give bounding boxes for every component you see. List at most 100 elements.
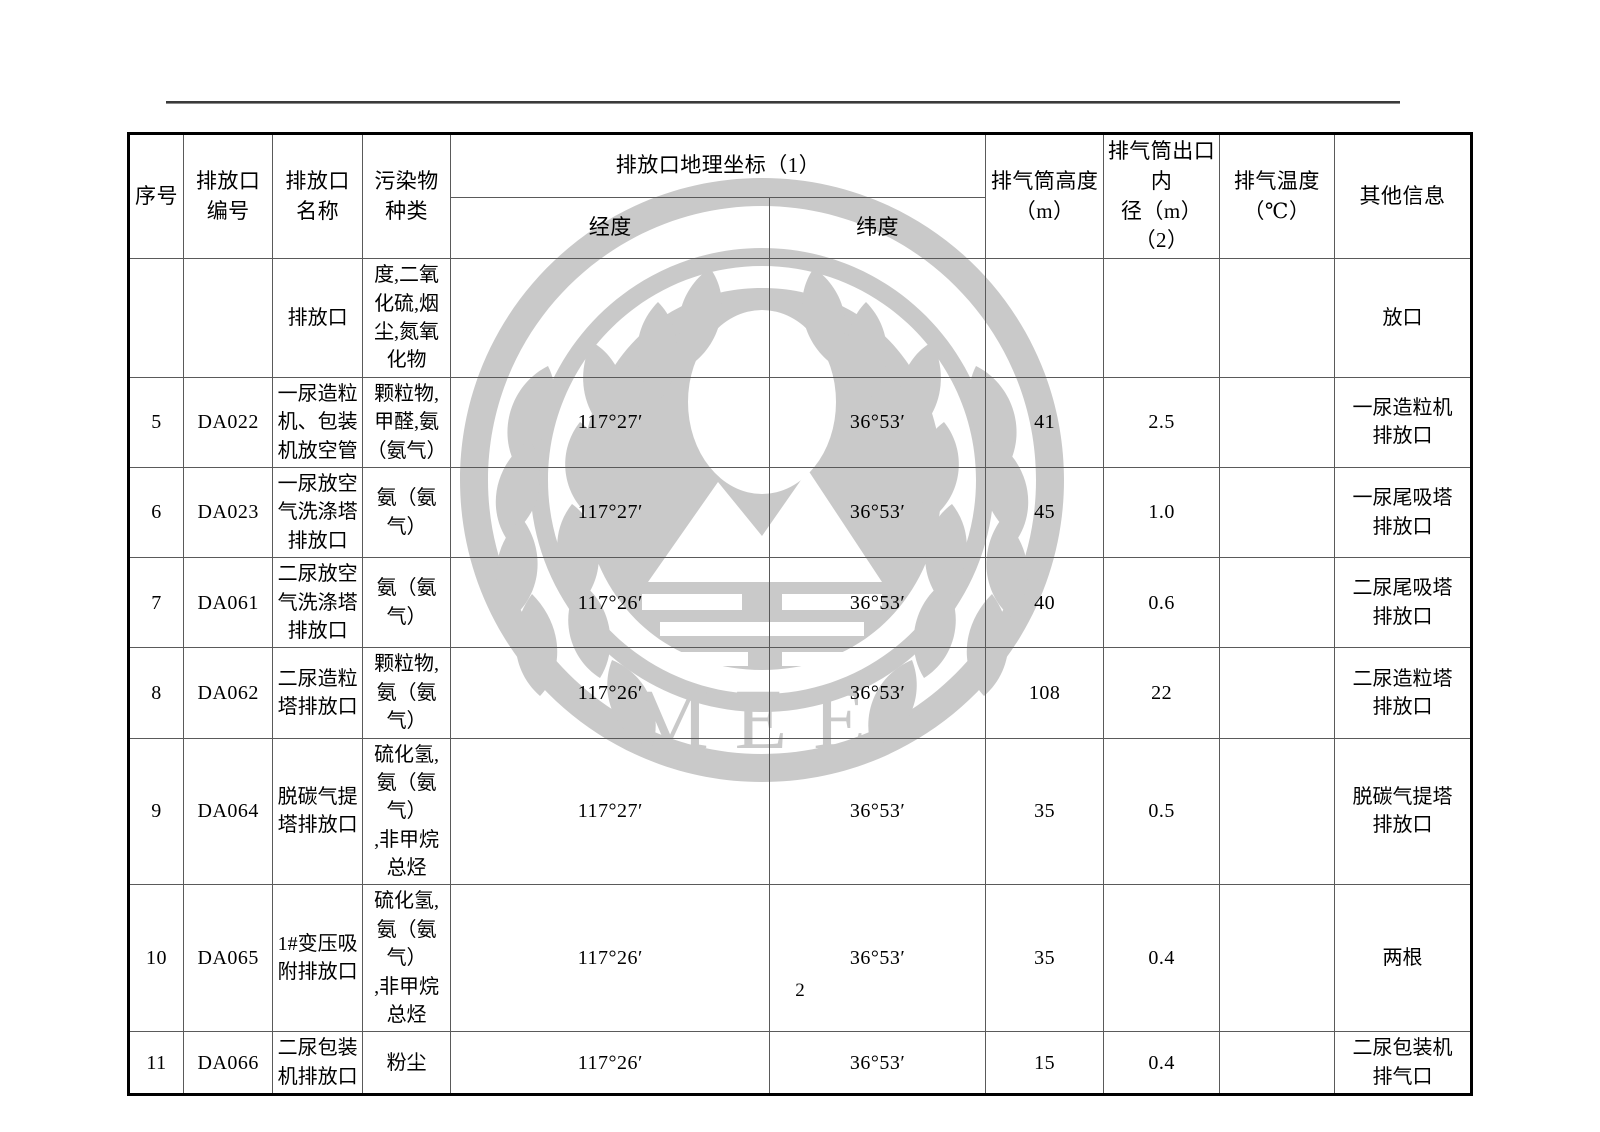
table-row: 8 DA062 二尿造粒 塔排放口 颗粒物, 氨（氨气） 117°26′ 36°… xyxy=(128,647,1472,739)
cell-pollutant-type: 度,二氧 化硫,烟 尘,氮氧 化物 xyxy=(361,258,452,378)
cell-outlet-name: 一尿造粒 机、包装 机放空管 xyxy=(272,376,363,468)
cell-outlet-code: DA064 xyxy=(182,737,274,886)
emission-outlets-table-wrapper: 序号 排放口编号 排放口名称 污染物种类 排放口地理坐标（1） 排气筒高度 （m… xyxy=(127,132,1473,1097)
table-row: 11 DA066 二尿包装 机排放口 粉尘 117°26′ 36°53′ 15 … xyxy=(128,1031,1472,1096)
cell-other-info: 二尿包装机 排气口 xyxy=(1334,1031,1472,1096)
cell-longitude xyxy=(450,258,771,378)
cell-stack-height: 45 xyxy=(984,466,1105,559)
col-header-outlet-code: 排放口编号 xyxy=(182,132,274,260)
cell-latitude: 36°53′ xyxy=(769,1031,986,1096)
cell-seq: 10 xyxy=(128,884,184,1033)
cell-latitude: 36°53′ xyxy=(769,376,986,468)
cell-exhaust-temp xyxy=(1218,647,1336,739)
cell-exhaust-temp xyxy=(1218,1031,1336,1096)
cell-seq xyxy=(128,258,184,378)
cell-outlet-code: DA066 xyxy=(182,1031,274,1096)
table-header-row-1: 序号 排放口编号 排放口名称 污染物种类 排放口地理坐标（1） 排气筒高度 （m… xyxy=(128,132,1472,260)
cell-outlet-code xyxy=(182,258,274,378)
cell-exhaust-temp xyxy=(1218,557,1336,649)
cell-latitude: 36°53′ xyxy=(769,737,986,886)
cell-other-info: 放口 xyxy=(1334,258,1472,378)
cell-longitude: 117°26′ xyxy=(450,647,771,739)
cell-seq: 11 xyxy=(128,1031,184,1096)
col-header-pollutant-type: 污染物种类 xyxy=(361,132,452,260)
cell-latitude: 36°53′ xyxy=(769,647,986,739)
cell-stack-diameter: 22 xyxy=(1103,647,1220,739)
cell-stack-diameter: 2.5 xyxy=(1103,376,1220,468)
cell-seq: 9 xyxy=(128,737,184,886)
cell-longitude: 117°27′ xyxy=(450,466,771,559)
table-row: 7 DA061 二尿放空 气洗涤塔 排放口 氨（氨气） 117°26′ 36°5… xyxy=(128,557,1472,649)
cell-other-info: 脱碳气提塔 排放口 xyxy=(1334,737,1472,886)
cell-outlet-code: DA062 xyxy=(182,647,274,739)
cell-stack-diameter: 1.0 xyxy=(1103,466,1220,559)
cell-outlet-code: DA065 xyxy=(182,884,274,1033)
col-header-seq: 序号 xyxy=(128,132,184,260)
cell-outlet-name: 排放口 xyxy=(272,258,363,378)
cell-seq: 5 xyxy=(128,376,184,468)
cell-stack-diameter xyxy=(1103,258,1220,378)
emission-outlets-table: 序号 排放口编号 排放口名称 污染物种类 排放口地理坐标（1） 排气筒高度 （m… xyxy=(127,132,1473,1097)
cell-stack-height: 108 xyxy=(984,647,1105,739)
cell-seq: 7 xyxy=(128,557,184,649)
col-header-latitude: 纬度 xyxy=(769,196,986,260)
cell-outlet-name: 脱碳气提 塔排放口 xyxy=(272,737,363,886)
cell-other-info: 二尿造粒塔 排放口 xyxy=(1334,647,1472,739)
cell-stack-height xyxy=(984,258,1105,378)
col-header-coordinates-group: 排放口地理坐标（1） xyxy=(450,133,986,198)
cell-seq: 8 xyxy=(128,647,184,739)
cell-outlet-code: DA022 xyxy=(182,376,274,468)
col-header-exhaust-temp: 排气温度（℃） xyxy=(1218,132,1336,260)
cell-pollutant-type: 硫化氢, 氨（氨气） ,非甲烷 总烃 xyxy=(361,884,452,1033)
cell-stack-height: 35 xyxy=(984,737,1105,886)
cell-latitude: 36°53′ xyxy=(769,466,986,559)
table-row: 10 DA065 1#变压吸 附排放口 硫化氢, 氨（氨气） ,非甲烷 总烃 1… xyxy=(128,884,1472,1033)
col-header-longitude: 经度 xyxy=(450,196,771,260)
cell-stack-height: 40 xyxy=(984,557,1105,649)
cell-stack-diameter: 0.4 xyxy=(1103,884,1220,1033)
cell-outlet-name: 一尿放空 气洗涤塔 排放口 xyxy=(272,466,363,559)
cell-stack-diameter: 0.4 xyxy=(1103,1031,1220,1096)
header-rule xyxy=(166,101,1400,104)
cell-pollutant-type: 颗粒物, 甲醛,氨 （氨气） xyxy=(361,376,452,468)
col-header-outlet-name: 排放口名称 xyxy=(272,132,363,260)
cell-longitude: 117°27′ xyxy=(450,737,771,886)
cell-other-info: 两根 xyxy=(1334,884,1472,1033)
table-row: 9 DA064 脱碳气提 塔排放口 硫化氢, 氨（氨气） ,非甲烷 总烃 117… xyxy=(128,737,1472,886)
cell-stack-height: 35 xyxy=(984,884,1105,1033)
cell-pollutant-type: 氨（氨气） xyxy=(361,466,452,559)
cell-exhaust-temp xyxy=(1218,258,1336,378)
cell-outlet-name: 二尿放空 气洗涤塔 排放口 xyxy=(272,557,363,649)
table-body: 排放口 度,二氧 化硫,烟 尘,氮氧 化物 放口 5 DA022 一尿造粒 机、… xyxy=(128,258,1472,1096)
cell-pollutant-type: 颗粒物, 氨（氨气） xyxy=(361,647,452,739)
cell-latitude: 36°53′ xyxy=(769,557,986,649)
cell-outlet-name: 1#变压吸 附排放口 xyxy=(272,884,363,1033)
col-header-stack-diameter: 排气筒出口内 径（m）（2） xyxy=(1103,132,1220,260)
cell-pollutant-type: 氨（氨气） xyxy=(361,557,452,649)
cell-outlet-name: 二尿造粒 塔排放口 xyxy=(272,647,363,739)
cell-seq: 6 xyxy=(128,466,184,559)
col-header-stack-height: 排气筒高度 （m） xyxy=(984,132,1105,260)
cell-longitude: 117°27′ xyxy=(450,376,771,468)
cell-outlet-code: DA023 xyxy=(182,466,274,559)
cell-longitude: 117°26′ xyxy=(450,557,771,649)
cell-latitude: 36°53′ xyxy=(769,884,986,1033)
cell-stack-diameter: 0.6 xyxy=(1103,557,1220,649)
cell-other-info: 一尿尾吸塔 排放口 xyxy=(1334,466,1472,559)
cell-longitude: 117°26′ xyxy=(450,1031,771,1096)
cell-exhaust-temp xyxy=(1218,884,1336,1033)
cell-stack-diameter: 0.5 xyxy=(1103,737,1220,886)
table-row: 排放口 度,二氧 化硫,烟 尘,氮氧 化物 放口 xyxy=(128,258,1472,378)
cell-exhaust-temp xyxy=(1218,376,1336,468)
table-row: 6 DA023 一尿放空 气洗涤塔 排放口 氨（氨气） 117°27′ 36°5… xyxy=(128,466,1472,559)
cell-outlet-name: 二尿包装 机排放口 xyxy=(272,1031,363,1096)
cell-other-info: 一尿造粒机 排放口 xyxy=(1334,376,1472,468)
cell-other-info: 二尿尾吸塔 排放口 xyxy=(1334,557,1472,649)
cell-outlet-code: DA061 xyxy=(182,557,274,649)
cell-stack-height: 15 xyxy=(984,1031,1105,1096)
cell-latitude xyxy=(769,258,986,378)
cell-pollutant-type: 硫化氢, 氨（氨气） ,非甲烷 总烃 xyxy=(361,737,452,886)
table-row: 5 DA022 一尿造粒 机、包装 机放空管 颗粒物, 甲醛,氨 （氨气） 11… xyxy=(128,376,1472,468)
page-number: 2 xyxy=(795,980,805,1001)
